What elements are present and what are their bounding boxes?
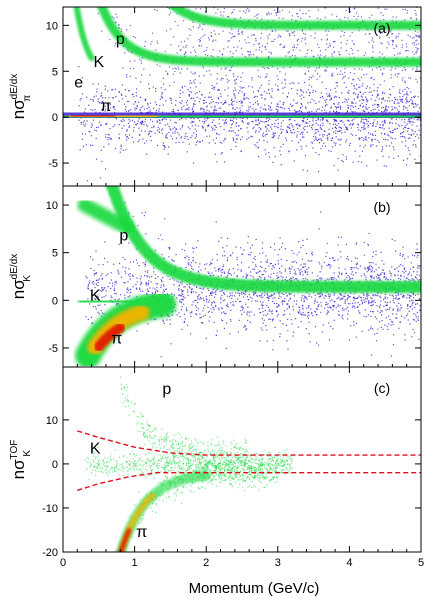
x-tick-label: 2 (203, 557, 209, 569)
x-tick-label: 1 (132, 557, 138, 569)
panel-frame (62, 366, 422, 553)
proton-band (106, 186, 421, 293)
y-axis-title-main: nσ (9, 459, 28, 479)
y-tick-label: 0 (52, 459, 58, 471)
band-label: K (93, 54, 104, 71)
y-axis-title: nσTOF K (9, 440, 33, 480)
y-tick-label: -20 (42, 547, 58, 559)
y-axis-title-main: nσ (9, 99, 28, 119)
band-label: p (116, 31, 125, 48)
x-tick-label: 3 (275, 557, 281, 569)
x-tick-label: 0 (60, 557, 66, 569)
band-label: p (162, 381, 171, 398)
y-axis-title: nσdE/dx π (9, 74, 33, 120)
y-axis-title-main: nσ (9, 279, 28, 299)
proton-band (167, 7, 421, 30)
y-axis-title: nσdE/dx K (9, 254, 33, 300)
plot-area-0 (63, 7, 421, 182)
y-axis-title-sub: K (22, 450, 33, 457)
band-label: K (90, 288, 101, 305)
y-tick-label: 10 (46, 20, 58, 32)
y-tick-label: 0 (52, 295, 58, 307)
band-label: π (136, 524, 147, 541)
y-tick-label: -5 (48, 343, 58, 355)
x-tick-label: 5 (418, 557, 424, 569)
cut-line-upper (77, 430, 421, 456)
plot-area-1 (63, 186, 421, 367)
y-axis-title-sup: TOF (9, 440, 20, 460)
y-tick-label: 5 (52, 248, 58, 260)
plot-area-2 (77, 376, 421, 552)
y-axis-title-sup: dE/dx (9, 254, 20, 280)
band-label: e (74, 74, 83, 91)
y-axis-title-sub: K (22, 275, 33, 282)
x-tick-label: 4 (346, 557, 352, 569)
x-axis-title: Momentum (GeV/c) (189, 580, 320, 597)
proton-upper (77, 198, 135, 235)
band-label: K (90, 440, 101, 457)
kaon-band (78, 295, 140, 308)
y-tick-label: 0 (52, 112, 58, 124)
y-axis-title-sup: dE/dx (9, 74, 20, 100)
kaon-band (97, 7, 421, 67)
y-tick-label: -10 (42, 503, 58, 515)
panel-tag: (a) (373, 20, 390, 36)
band-label: p (119, 228, 128, 245)
y-tick-label: -5 (48, 158, 58, 170)
panel-tag: (b) (373, 199, 390, 215)
y-tick-label: 10 (46, 200, 58, 212)
band-label: π (100, 98, 111, 115)
cut-line-lower (77, 472, 421, 491)
y-axis-title-sub: π (22, 95, 33, 102)
pion-peak (93, 322, 126, 352)
electron-band (73, 7, 95, 62)
panel-tag: (c) (374, 380, 390, 396)
y-tick-label: 10 (46, 415, 58, 427)
y-tick-label: 5 (52, 66, 58, 78)
band-label: π (111, 330, 122, 347)
